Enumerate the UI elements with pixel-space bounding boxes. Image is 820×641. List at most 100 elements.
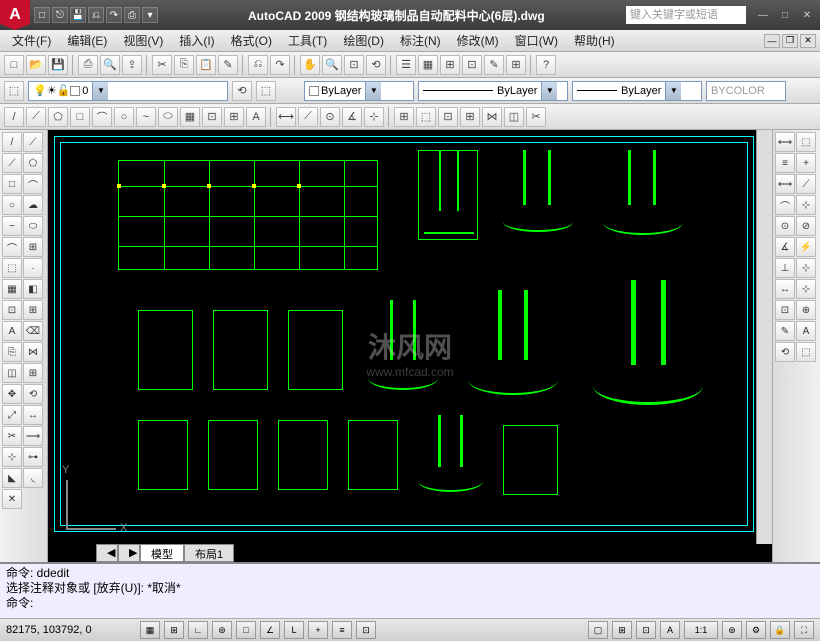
dim-diameter-icon[interactable]: ⊘ <box>796 216 816 236</box>
array-icon[interactable]: ⊞ <box>23 363 43 383</box>
paste-icon[interactable]: 📋 <box>196 55 216 75</box>
explode-icon[interactable]: ✕ <box>2 489 22 509</box>
close-button[interactable]: ✕ <box>796 6 818 24</box>
dim-break-icon[interactable]: ⊹ <box>796 279 816 299</box>
mirror-icon[interactable]: ⋈ <box>482 107 502 127</box>
move-icon[interactable]: ✥ <box>2 384 22 404</box>
cut-icon[interactable]: ✂ <box>152 55 172 75</box>
zoom-rt-icon[interactable]: 🔍 <box>322 55 342 75</box>
dim-space-icon[interactable]: ↔ <box>775 279 795 299</box>
circle-icon[interactable]: ○ <box>2 195 22 215</box>
polar-toggle[interactable]: ⊛ <box>212 621 232 639</box>
dim-radius-icon[interactable]: ⊙ <box>775 216 795 236</box>
open-icon[interactable]: 📂 <box>26 55 46 75</box>
makeblock-icon[interactable]: ⬚ <box>2 258 22 278</box>
snap-toggle[interactable]: ▦ <box>140 621 160 639</box>
mtext-icon[interactable]: A <box>2 321 22 341</box>
model-toggle[interactable]: ▢ <box>588 621 608 639</box>
scale-display[interactable]: 1:1 <box>684 621 718 639</box>
ellipse-icon[interactable]: ⬭ <box>23 216 43 236</box>
circle-icon[interactable]: ○ <box>114 107 134 127</box>
hatch-icon[interactable]: ▦ <box>180 107 200 127</box>
command-input[interactable] <box>33 596 814 611</box>
dim-edit-icon[interactable]: ✎ <box>775 321 795 341</box>
doc-close-button[interactable]: ✕ <box>800 34 816 48</box>
region-icon[interactable]: ⊡ <box>2 300 22 320</box>
coordinates-display[interactable]: 82175, 103792, 0 <box>6 624 136 636</box>
qat-open-icon[interactable]: ⎋ <box>52 7 68 23</box>
chevron-down-icon[interactable]: ▼ <box>92 82 108 100</box>
table-icon[interactable]: ⊞ <box>23 300 43 320</box>
dim-tedit-icon[interactable]: A <box>796 321 816 341</box>
erase-icon[interactable]: ⌫ <box>23 321 43 341</box>
polygon-icon[interactable]: ⬠ <box>23 153 43 173</box>
layer-manager-icon[interactable]: ⬚ <box>4 81 24 101</box>
menu-help[interactable]: 帮助(H) <box>566 30 623 51</box>
dim-update-icon[interactable]: ⟲ <box>775 342 795 362</box>
zoom-prev-icon[interactable]: ⟲ <box>366 55 386 75</box>
tab-model[interactable]: 模型 <box>140 544 184 562</box>
properties-icon[interactable]: ☰ <box>396 55 416 75</box>
dyn-toggle[interactable]: + <box>308 621 328 639</box>
menu-modify[interactable]: 修改(M) <box>449 30 507 51</box>
extend-icon[interactable]: ⟶ <box>23 426 43 446</box>
menu-tools[interactable]: 工具(T) <box>280 30 335 51</box>
distance-icon[interactable]: ⟷ <box>775 132 795 152</box>
layer-prev-icon[interactable]: ⟲ <box>232 81 252 101</box>
spline-icon[interactable]: ~ <box>136 107 156 127</box>
drawing-canvas[interactable]: 沐风网 www.mfcad.com Y X ◀ ▶ 模型 布局1 <box>48 130 772 562</box>
maximize-button[interactable]: □ <box>774 6 796 24</box>
copy-icon[interactable]: ⎘ <box>2 342 22 362</box>
mirror-icon[interactable]: ⋈ <box>23 342 43 362</box>
qat-more-icon[interactable]: ▾ <box>142 7 158 23</box>
hatch-icon[interactable]: ▦ <box>2 279 22 299</box>
dim-linear-icon[interactable]: ⟷ <box>775 174 795 194</box>
osnap-toggle[interactable]: □ <box>236 621 256 639</box>
qat-save-icon[interactable]: 💾 <box>70 7 86 23</box>
arc-icon[interactable]: ⌒ <box>23 174 43 194</box>
redo-icon[interactable]: ↷ <box>270 55 290 75</box>
app-logo[interactable]: A <box>0 0 30 30</box>
ellipse-icon[interactable]: ⬭ <box>158 107 178 127</box>
otrack-toggle[interactable]: ∠ <box>260 621 280 639</box>
arc-icon[interactable]: ⌒ <box>92 107 112 127</box>
fillet-icon[interactable]: ◟ <box>23 468 43 488</box>
dim-angular-icon[interactable]: ∡ <box>775 237 795 257</box>
help-icon[interactable]: ? <box>536 55 556 75</box>
polygon-icon[interactable]: ⬠ <box>48 107 68 127</box>
dim-continue-icon[interactable]: ⊹ <box>364 107 384 127</box>
trim-icon[interactable]: ✂ <box>2 426 22 446</box>
new-icon[interactable]: □ <box>4 55 24 75</box>
undo-icon[interactable]: ⎌ <box>248 55 268 75</box>
revcloud-icon[interactable]: ☁ <box>23 195 43 215</box>
xline-icon[interactable]: ⟋ <box>23 132 43 152</box>
join-icon[interactable]: ⊶ <box>23 447 43 467</box>
quickview-drawings-icon[interactable]: ⊡ <box>636 621 656 639</box>
linetype-combo[interactable]: ByLayer ▼ <box>418 81 568 101</box>
help-search-input[interactable]: 键入关键字或短语 <box>626 6 746 24</box>
chevron-down-icon[interactable]: ▼ <box>365 82 381 100</box>
annotation-scale-icon[interactable]: A <box>660 621 680 639</box>
dim-ordinate-icon[interactable]: ⊹ <box>796 195 816 215</box>
gradient-icon[interactable]: ◧ <box>23 279 43 299</box>
layer-state-icon[interactable]: ⬚ <box>256 81 276 101</box>
layer-combo[interactable]: 💡 ☀ 🔓 0 ▼ <box>28 81 228 101</box>
markup-icon[interactable]: ✎ <box>484 55 504 75</box>
publish-icon[interactable]: ⇪ <box>122 55 142 75</box>
trim-icon[interactable]: ✂ <box>526 107 546 127</box>
sheetset-icon[interactable]: ⊡ <box>462 55 482 75</box>
qat-print-icon[interactable]: ⎙ <box>124 7 140 23</box>
workspace-switch-icon[interactable]: ⚙ <box>746 621 766 639</box>
dimstyle-icon[interactable]: ⬚ <box>796 342 816 362</box>
command-window[interactable]: 命令: ddedit 选择注释对象或 [放弃(U)]: *取消* 命令: <box>0 562 820 618</box>
toolpalette-icon[interactable]: ⊞ <box>440 55 460 75</box>
menu-file[interactable]: 文件(F) <box>4 30 59 51</box>
ellipsearc-icon[interactable]: ⌒ <box>2 237 22 257</box>
insertblock-icon[interactable]: ⊞ <box>23 237 43 257</box>
region-icon[interactable]: ⊡ <box>202 107 222 127</box>
offset-icon[interactable]: ◫ <box>2 363 22 383</box>
lwt-toggle[interactable]: ≡ <box>332 621 352 639</box>
id-icon[interactable]: + <box>796 153 816 173</box>
dim-quick-icon[interactable]: ⚡ <box>796 237 816 257</box>
chevron-down-icon[interactable]: ▼ <box>541 82 557 100</box>
